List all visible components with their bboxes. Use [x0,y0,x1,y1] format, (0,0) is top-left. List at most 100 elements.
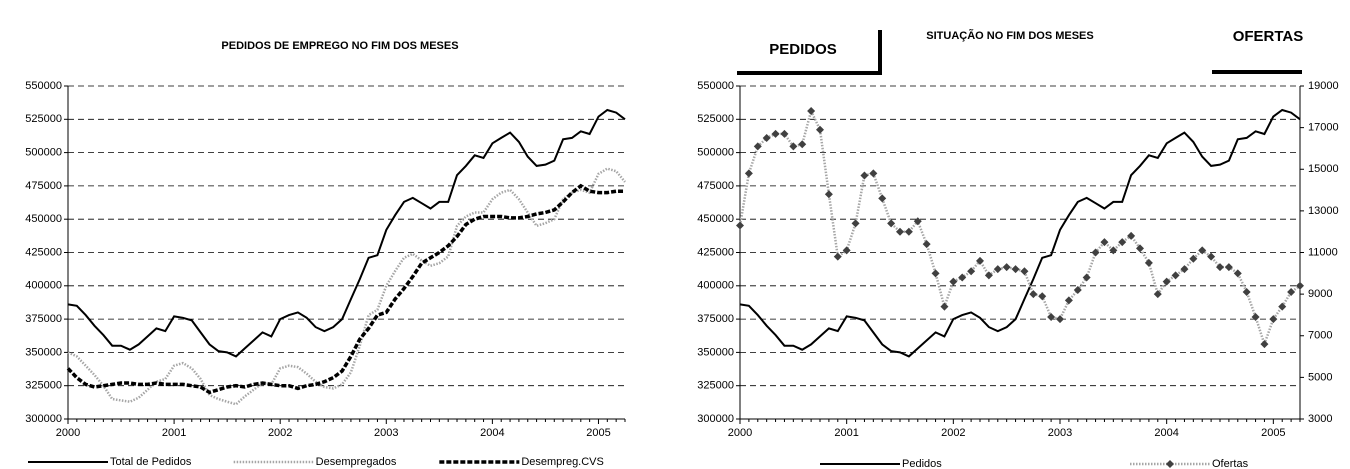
marker [1047,313,1056,322]
marker [1144,258,1153,267]
marker [860,171,869,180]
marker [869,169,878,178]
y2-tick-label: 17000 [1308,122,1339,134]
y-tick-label: 400000 [697,280,734,292]
marker [1029,290,1038,299]
series-line [67,167,626,406]
marker [1091,248,1100,257]
marker [896,227,904,236]
marker [913,217,922,226]
y-tick-label: 450000 [697,213,734,225]
y-tick-label: 400000 [25,280,62,292]
series-line [738,107,1301,348]
marker [744,169,753,178]
marker [1296,281,1304,290]
series-line [67,108,626,358]
marker [1224,263,1233,272]
marker [807,106,816,115]
marker [1038,292,1047,301]
marker [798,140,807,149]
marker [1073,285,1082,294]
marker [940,302,949,311]
x-tick-label: 2000 [728,427,752,439]
marker [1162,277,1171,286]
marker [1233,269,1242,278]
marker [887,219,896,228]
marker [1056,315,1064,324]
x-tick-label: 2004 [480,427,504,439]
marker [976,256,984,265]
y-tick-label: 325000 [25,380,62,392]
y-tick-label: 525000 [697,113,734,125]
marker [1082,273,1091,282]
marker [762,134,771,143]
marker [833,252,842,261]
y2-tick-label: 15000 [1308,163,1339,175]
y2-tick-label: 3000 [1308,413,1332,425]
marker [1127,231,1136,240]
marker [993,265,1002,274]
marker [922,240,931,249]
x-tick-label: 2000 [56,427,80,439]
legend-marker [1166,460,1174,468]
y-tick-label: 350000 [25,346,62,358]
marker [842,246,851,255]
right-axis-label: OFERTAS [1233,28,1304,45]
x-tick-label: 2002 [941,427,965,439]
y2-tick-label: 11000 [1308,246,1338,258]
marker [1260,340,1269,349]
chart-title: PEDIDOS DE EMPREGO NO FIM DOS MESES [221,40,458,52]
marker [1100,238,1109,247]
y-tick-label: 500000 [25,147,62,159]
y-tick-label: 550000 [25,80,62,92]
marker [1216,263,1224,272]
y-tick-label: 525000 [25,113,62,125]
left-axis-label: PEDIDOS [769,41,837,58]
marker [931,269,940,278]
y-tick-label: 350000 [697,346,734,358]
x-tick-label: 2004 [1154,427,1178,439]
y2-tick-label: 13000 [1308,205,1339,217]
legend-label: Total de Pedidos [110,456,192,468]
x-tick-label: 2001 [162,427,186,439]
x-tick-label: 2001 [834,427,858,439]
y-tick-label: 325000 [697,380,734,392]
marker [1180,265,1189,274]
marker [1002,263,1011,272]
marker [1020,267,1029,276]
marker [984,271,993,280]
marker [824,190,833,199]
y-tick-label: 375000 [25,313,62,325]
marker [1198,246,1207,255]
marker [753,142,762,151]
y-tick-label: 300000 [25,413,62,425]
x-tick-label: 2003 [374,427,398,439]
y-tick-label: 375000 [697,313,734,325]
marker [958,273,967,282]
legend-label: Desempreg.CVS [521,456,604,468]
y-tick-label: 475000 [25,180,62,192]
marker [771,129,780,138]
legend-label: Pedidos [902,458,942,469]
marker [878,194,887,203]
legend-label: Ofertas [1212,458,1249,469]
label-bracket [737,30,882,75]
marker [1278,302,1287,311]
marker [789,142,798,151]
marker [1109,246,1118,255]
marker [967,267,976,276]
marker [1171,271,1180,280]
marker [1118,238,1127,247]
marker [1269,315,1278,324]
marker [1136,244,1144,253]
y2-tick-label: 7000 [1308,330,1332,342]
marker [1207,252,1216,261]
marker [816,125,824,134]
x-tick-label: 2003 [1048,427,1072,439]
marker [1064,296,1073,305]
y2-tick-label: 19000 [1308,80,1339,92]
y-tick-label: 475000 [697,180,734,192]
y-tick-label: 425000 [697,246,734,258]
